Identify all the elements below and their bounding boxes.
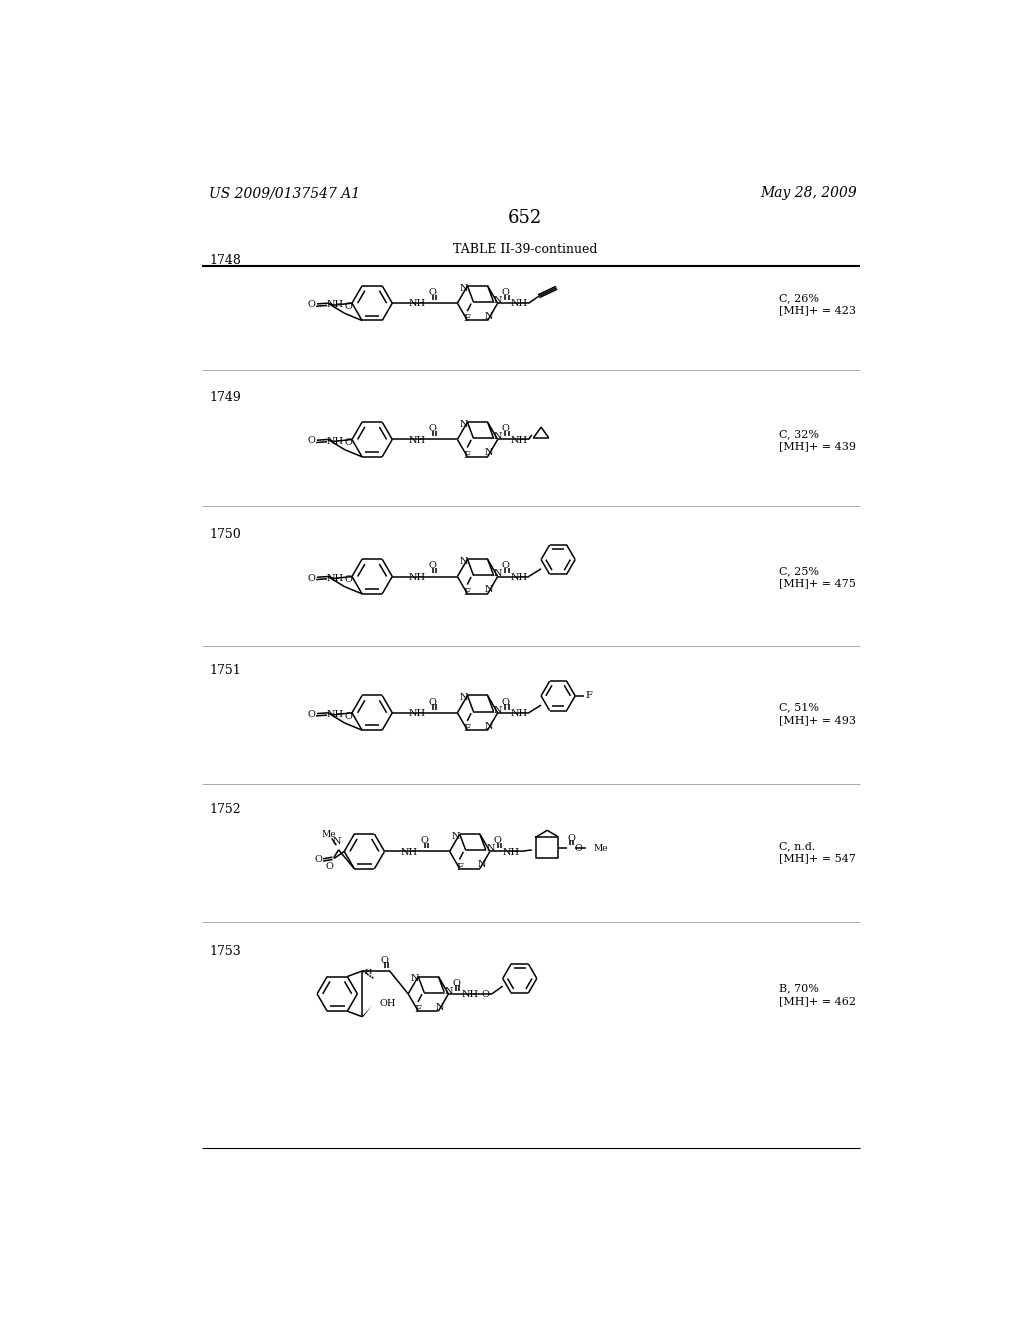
- Text: N: N: [494, 706, 503, 714]
- Text: N: N: [486, 845, 495, 853]
- Text: NH: NH: [511, 436, 528, 445]
- Text: O: O: [307, 300, 315, 309]
- Text: 1749: 1749: [209, 391, 241, 404]
- Text: NH: NH: [511, 573, 528, 582]
- Text: N: N: [485, 586, 494, 594]
- Text: NH: NH: [400, 847, 418, 857]
- Text: NH: NH: [409, 709, 426, 718]
- Text: O: O: [481, 990, 489, 999]
- Text: 1751: 1751: [209, 664, 241, 677]
- Text: O: O: [326, 862, 334, 871]
- Text: OH: OH: [380, 999, 396, 1008]
- Text: O: O: [344, 576, 352, 585]
- Text: NH: NH: [409, 436, 426, 445]
- Text: NH: NH: [511, 300, 528, 309]
- Text: 1748: 1748: [209, 255, 242, 268]
- Text: F: F: [464, 314, 471, 323]
- Text: May 28, 2009: May 28, 2009: [760, 186, 856, 201]
- Text: N: N: [460, 557, 468, 566]
- Text: 1752: 1752: [209, 803, 241, 816]
- Text: Me: Me: [322, 830, 337, 840]
- Text: C, 32%: C, 32%: [779, 429, 819, 440]
- Text: O: O: [314, 855, 323, 865]
- Text: N: N: [485, 312, 494, 321]
- Text: H: H: [365, 969, 373, 977]
- Text: O: O: [567, 834, 575, 842]
- Text: [MH]+ = 475: [MH]+ = 475: [779, 578, 856, 589]
- Text: O: O: [429, 424, 436, 433]
- Text: O: O: [502, 697, 509, 706]
- Text: O: O: [307, 437, 315, 445]
- Text: O: O: [494, 836, 502, 845]
- Text: O: O: [344, 711, 352, 721]
- Text: NH: NH: [409, 573, 426, 582]
- Text: O: O: [574, 843, 583, 853]
- Polygon shape: [361, 1006, 372, 1016]
- Text: O: O: [502, 424, 509, 433]
- Text: F: F: [415, 1005, 422, 1014]
- Text: N: N: [494, 432, 503, 441]
- Text: O: O: [344, 438, 352, 447]
- Text: O: O: [453, 978, 460, 987]
- Text: B, 70%: B, 70%: [779, 983, 819, 994]
- Text: N: N: [452, 832, 460, 841]
- Text: F: F: [456, 863, 463, 871]
- Text: N: N: [494, 569, 503, 578]
- Text: O: O: [344, 302, 352, 312]
- Text: N: N: [460, 284, 468, 293]
- Text: N: N: [477, 861, 485, 870]
- Text: [MH]+ = 439: [MH]+ = 439: [779, 441, 856, 451]
- Text: NH: NH: [409, 300, 426, 309]
- Text: [MH]+ = 547: [MH]+ = 547: [779, 853, 856, 863]
- Text: F: F: [586, 692, 593, 701]
- Text: C, n.d.: C, n.d.: [779, 841, 815, 851]
- Text: O: O: [429, 561, 436, 570]
- Text: O: O: [421, 836, 429, 845]
- Text: NH: NH: [503, 847, 520, 857]
- Text: N: N: [485, 722, 494, 731]
- Text: O: O: [381, 956, 389, 965]
- Text: 652: 652: [508, 210, 542, 227]
- Text: N: N: [460, 420, 468, 429]
- Text: 1750: 1750: [209, 528, 241, 541]
- Text: N: N: [494, 296, 503, 305]
- Text: [MH]+ = 423: [MH]+ = 423: [779, 305, 856, 315]
- Text: O: O: [502, 561, 509, 570]
- Text: O: O: [307, 710, 315, 719]
- Text: NH: NH: [327, 437, 344, 446]
- Text: O: O: [429, 288, 436, 297]
- Text: N: N: [435, 1003, 444, 1012]
- Text: Me: Me: [594, 843, 608, 853]
- Text: N: N: [460, 693, 468, 702]
- Text: NH: NH: [327, 574, 344, 583]
- Text: 1753: 1753: [209, 945, 241, 958]
- Text: C, 51%: C, 51%: [779, 702, 819, 713]
- Text: C, 25%: C, 25%: [779, 566, 819, 576]
- Text: O: O: [502, 288, 509, 297]
- Text: N: N: [333, 837, 341, 846]
- Text: NH: NH: [327, 301, 344, 309]
- Text: [MH]+ = 493: [MH]+ = 493: [779, 714, 856, 725]
- Text: NH: NH: [462, 990, 479, 999]
- Text: N: N: [444, 986, 454, 995]
- Text: US 2009/0137547 A1: US 2009/0137547 A1: [209, 186, 360, 201]
- Text: NH: NH: [327, 710, 344, 719]
- Text: F: F: [464, 587, 471, 597]
- Text: O: O: [307, 574, 315, 582]
- Text: N: N: [485, 449, 494, 458]
- Text: N: N: [411, 974, 419, 983]
- Text: NH: NH: [511, 709, 528, 718]
- Text: [MH]+ = 462: [MH]+ = 462: [779, 995, 856, 1006]
- Text: F: F: [464, 450, 471, 459]
- Text: TABLE II-39-continued: TABLE II-39-continued: [453, 243, 597, 256]
- Text: O: O: [429, 697, 436, 706]
- Text: C, 26%: C, 26%: [779, 293, 819, 302]
- Text: F: F: [464, 725, 471, 733]
